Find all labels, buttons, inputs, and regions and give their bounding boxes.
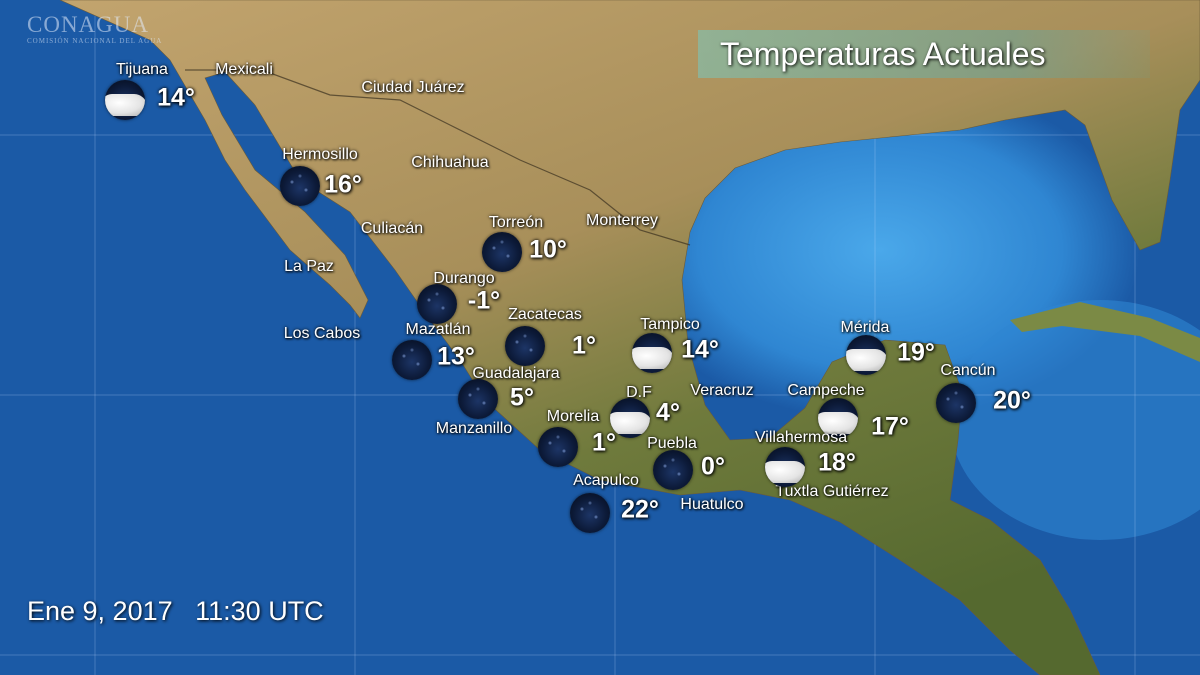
logo-name: CONAGUA	[27, 12, 149, 37]
city-temp: 10°	[529, 235, 567, 264]
landmass-north-america	[59, 0, 1200, 675]
city-name: Campeche	[787, 382, 865, 399]
city-temp: -1°	[467, 286, 501, 315]
clear-night-icon	[936, 383, 976, 423]
place-label: Ciudad Juárez	[361, 79, 465, 96]
logo-subtitle: COMISIÓN NACIONAL DEL AGUA	[27, 37, 163, 45]
clear-night-icon	[505, 326, 545, 366]
city-name: D.F	[626, 384, 652, 401]
city-name: Guadalajara	[472, 365, 560, 382]
city-name: Hermosillo	[282, 146, 358, 163]
partly-cloudy-night-icon	[632, 333, 672, 373]
clear-night-icon	[482, 232, 522, 272]
city-temp: 22°	[621, 495, 659, 524]
city-temp: 18°	[818, 448, 856, 477]
city-temp: 13°	[437, 342, 475, 371]
city-name: Villahermosa	[754, 429, 848, 446]
page-title: Temperaturas Actuales	[720, 36, 1046, 72]
clear-night-icon	[653, 450, 693, 490]
city-temp: 5°	[510, 383, 534, 412]
place-label: Los Cabos	[283, 325, 361, 342]
city-name: Mazatlán	[405, 321, 471, 338]
city-name: Zacatecas	[508, 306, 582, 323]
city-temp: 0°	[701, 452, 725, 481]
partly-cloudy-night-icon	[765, 447, 805, 487]
country-borders	[185, 69, 691, 246]
place-label: Tuxtla Gutiérrez	[775, 483, 889, 500]
city-name: Acapulco	[573, 472, 639, 489]
city-name: Mérida	[840, 319, 890, 336]
timestamp: Ene 9, 2017 11:30 UTC	[27, 596, 324, 626]
clear-night-icon	[280, 166, 320, 206]
city-name: Puebla	[647, 435, 697, 452]
city-temp: 14°	[157, 83, 195, 112]
place-label: Chihuahua	[411, 154, 489, 171]
place-label: Culiacán	[360, 220, 424, 237]
cuba	[1010, 302, 1200, 362]
place-label: Monterrey	[585, 212, 659, 229]
partly-cloudy-night-icon	[818, 398, 858, 438]
city-temp: 4°	[656, 398, 680, 427]
partly-cloudy-night-icon	[105, 80, 145, 120]
place-label: Veracruz	[690, 382, 754, 399]
city-name: Cancún	[940, 362, 996, 379]
city-temp: 19°	[897, 338, 935, 367]
place-label: La Paz	[284, 258, 334, 275]
city-temp: 16°	[324, 170, 362, 199]
partly-cloudy-night-icon	[846, 335, 886, 375]
city-temp: 17°	[871, 412, 909, 441]
clear-night-icon	[538, 427, 578, 467]
city-name: Torreón	[488, 214, 544, 231]
caribbean-sea	[950, 300, 1200, 540]
title-banner: Temperaturas Actuales	[698, 30, 1150, 78]
city-temp: 14°	[681, 335, 719, 364]
city-temp: 1°	[592, 428, 616, 457]
city-name: Tijuana	[116, 61, 168, 78]
clear-night-icon	[570, 493, 610, 533]
city-temp: 1°	[572, 331, 596, 360]
city-name: Tampico	[640, 316, 700, 333]
place-label: Manzanillo	[435, 420, 513, 437]
clear-night-icon	[417, 284, 457, 324]
clear-night-icon	[458, 379, 498, 419]
city-temp: 20°	[993, 386, 1031, 415]
conagua-logo: CONAGUA COMISIÓN NACIONAL DEL AGUA	[27, 12, 162, 45]
place-label: Mexicali	[215, 61, 273, 78]
city-name: Durango	[433, 270, 495, 287]
city-name: Morelia	[546, 408, 600, 425]
clear-night-icon	[392, 340, 432, 380]
partly-cloudy-night-icon	[610, 398, 650, 438]
place-label: Huatulco	[680, 496, 744, 513]
